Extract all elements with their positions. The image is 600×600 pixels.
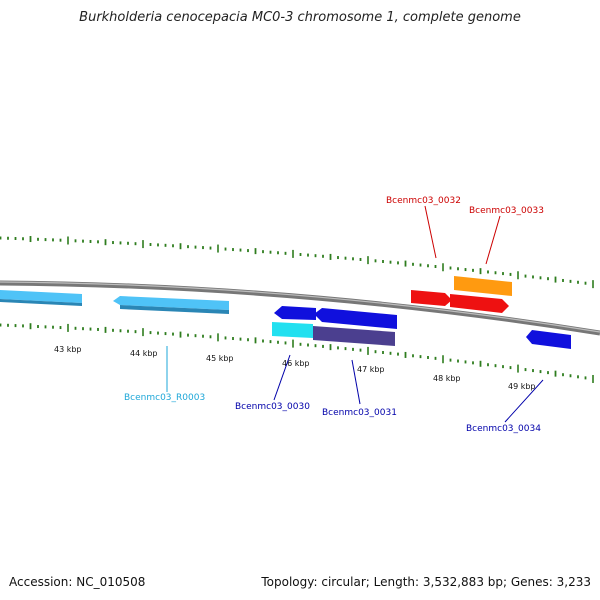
- gene-arrow-bcenmc03-0034[interactable]: [526, 330, 571, 349]
- gene-label-0032[interactable]: Bcenmc03_0032: [386, 196, 461, 206]
- leader-line-0033: [486, 216, 500, 264]
- scale-label-43kbp: 43 kbp: [54, 345, 82, 354]
- gene-label-0031[interactable]: Bcenmc03_0031: [322, 408, 397, 418]
- leader-line-0032: [425, 206, 436, 258]
- gene-box-bcenmc03-0031[interactable]: [313, 326, 395, 346]
- scale-label-49kbp: 49 kbp: [508, 382, 536, 391]
- gene-arrow-bcenmc03-r0003[interactable]: [113, 296, 229, 314]
- scale-label-47kbp: 47 kbp: [357, 365, 385, 374]
- gene-arrow-bcenmc03-0031-upper[interactable]: [314, 308, 397, 329]
- scale-ticks-upper: [1, 236, 594, 288]
- gene-arrow-bcenmc03-0033[interactable]: [450, 294, 509, 313]
- scale-label-48kbp: 48 kbp: [433, 374, 461, 383]
- gene-arrow-left-partial[interactable]: [0, 290, 82, 306]
- scale-label-44kbp: 44 kbp: [130, 349, 158, 358]
- gene-arrow-bcenmc03-0032[interactable]: [411, 290, 452, 306]
- scale-label-45kbp: 45 kbp: [206, 354, 234, 363]
- gene-box-bcenmc03-0033-orange[interactable]: [454, 276, 512, 296]
- genome-summary-text: Topology: circular; Length: 3,532,883 bp…: [261, 575, 591, 589]
- gene-label-r0003[interactable]: Bcenmc03_R0003: [124, 393, 205, 403]
- gene-arrow-bcenmc03-0030-upper[interactable]: [274, 306, 316, 320]
- gene-box-bcenmc03-0030[interactable]: [272, 322, 313, 338]
- gene-label-0034[interactable]: Bcenmc03_0034: [466, 424, 541, 434]
- gene-label-0033[interactable]: Bcenmc03_0033: [469, 206, 544, 216]
- accession-text: Accession: NC_010508: [9, 575, 145, 589]
- gene-label-0030[interactable]: Bcenmc03_0030: [235, 402, 310, 412]
